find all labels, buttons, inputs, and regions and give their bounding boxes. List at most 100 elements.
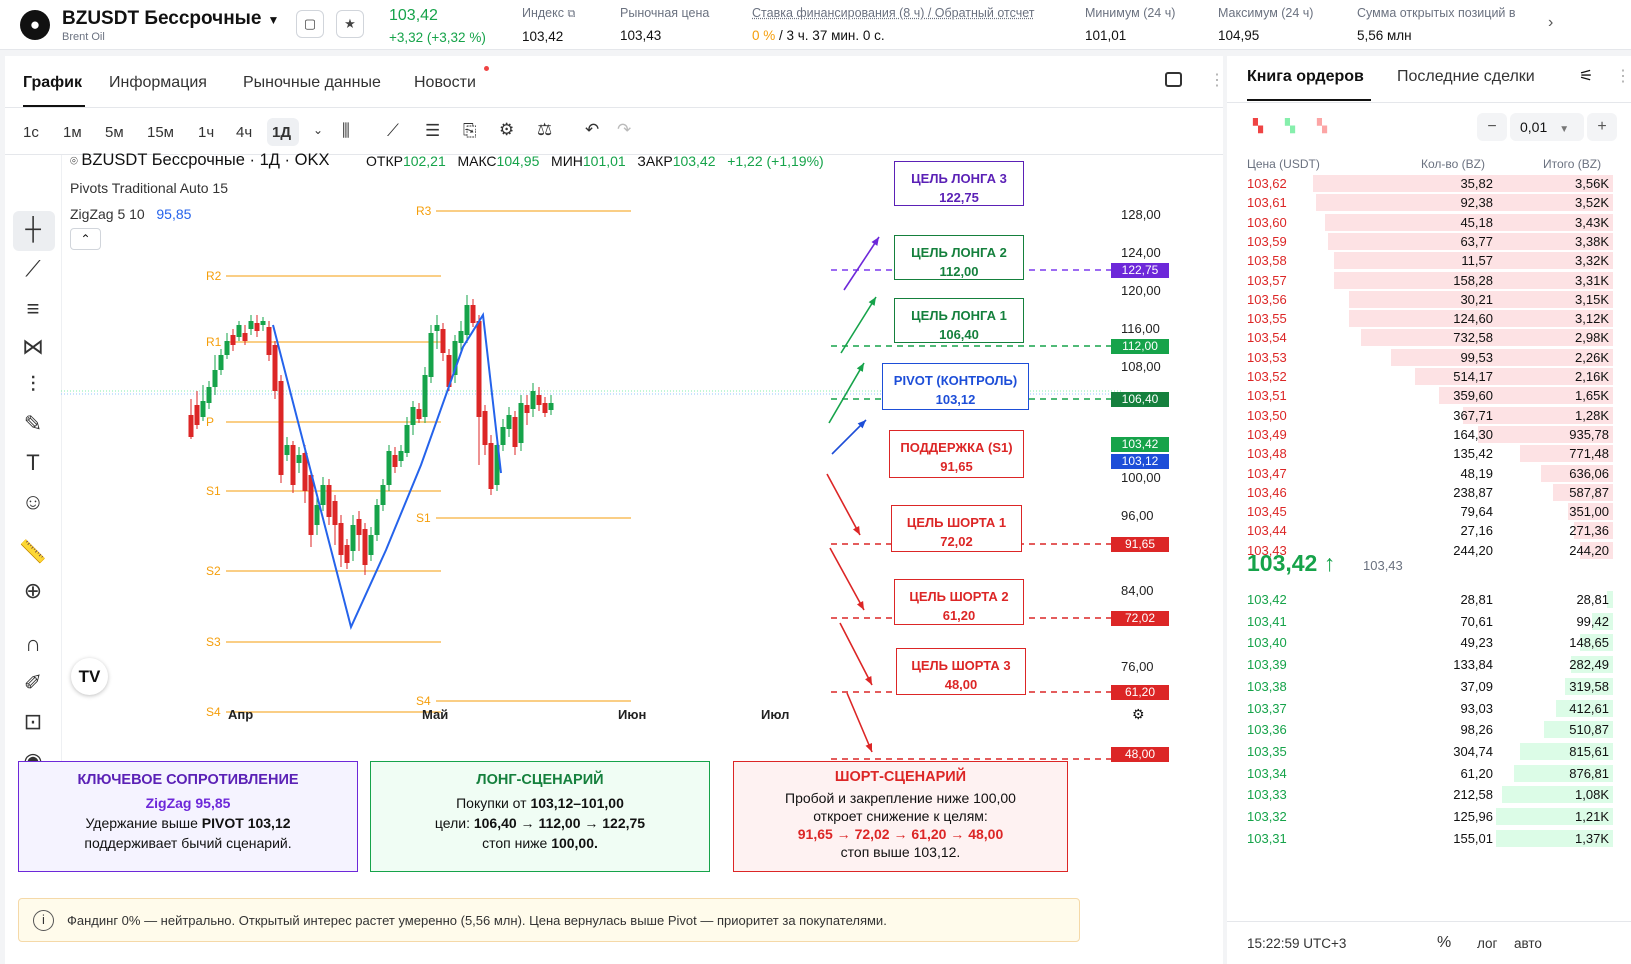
tab-news[interactable]: Новости	[414, 74, 476, 91]
auto-toggle[interactable]: авто	[1514, 936, 1542, 951]
pattern-icon[interactable]: ⋈	[22, 334, 44, 359]
ask-row[interactable]: 103,48 135,42 771,48	[1247, 444, 1613, 463]
yaxis-label: 128,00	[1121, 207, 1161, 222]
tf-1s[interactable]: 1с	[23, 124, 39, 141]
tf-chevron-icon[interactable]: ⌄	[313, 123, 324, 137]
depth-bar	[1496, 829, 1613, 847]
chevron-right-icon[interactable]: ›	[1548, 14, 1554, 31]
tab-orderbook[interactable]: Книга ордеров	[1247, 68, 1364, 85]
row-total: 510,87	[1569, 722, 1609, 738]
bid-row[interactable]: 103,42 28,81 28,81	[1247, 590, 1613, 609]
candle-body	[482, 411, 488, 445]
ask-row[interactable]: 103,59 63,77 3,38K	[1247, 232, 1613, 251]
tf-1m[interactable]: 1м	[63, 124, 82, 141]
info-icon[interactable]: ▢	[296, 10, 324, 38]
price-chart[interactable]: R3 R2 R1 P S1 S1 S2 S3 S4 S4	[61, 155, 1181, 795]
ask-row[interactable]: 103,45 79,64 351,00	[1247, 502, 1613, 521]
tab-recent-trades[interactable]: Последние сделки	[1397, 68, 1535, 85]
tf-1h[interactable]: 1ч	[198, 124, 215, 141]
tf-4h[interactable]: 4ч	[236, 124, 253, 141]
bid-row[interactable]: 103,34 61,20 876,81	[1247, 764, 1613, 783]
bid-row[interactable]: 103,37 93,03 412,61	[1247, 699, 1613, 718]
zoom-icon[interactable]: ⊕	[23, 578, 43, 603]
tf-5m[interactable]: 5м	[105, 124, 124, 141]
bid-row[interactable]: 103,38 37,09 319,58	[1247, 677, 1613, 696]
settings-icon[interactable]: ⚙	[499, 120, 515, 139]
tf-1d[interactable]: 1Д	[272, 124, 292, 141]
ask-row[interactable]: 103,47 48,19 636,06	[1247, 464, 1613, 483]
ask-row[interactable]: 103,46 238,87 587,87	[1247, 483, 1613, 502]
ruler-icon[interactable]: 📏	[19, 539, 47, 564]
percent-toggle[interactable]: %	[1437, 934, 1452, 951]
star-icon[interactable]: ★	[336, 10, 364, 38]
ask-row[interactable]: 103,52 514,17 2,16K	[1247, 367, 1613, 386]
ask-row[interactable]: 103,49 164,30 935,78	[1247, 425, 1613, 444]
emoji-icon[interactable]: ☺	[21, 489, 45, 514]
step-minus-button[interactable]: −	[1477, 113, 1507, 141]
arrow-head	[871, 237, 879, 246]
indicators-icon[interactable]: ⟋	[387, 121, 399, 140]
bid-row[interactable]: 103,39 133,84 282,49	[1247, 655, 1613, 674]
fullscreen-icon[interactable]	[1165, 72, 1182, 87]
axis-settings-icon[interactable]: ⚙	[1132, 706, 1145, 722]
candle-body	[356, 519, 362, 535]
step-plus-button[interactable]: +	[1587, 113, 1617, 141]
redo-icon[interactable]: ↷	[617, 120, 632, 139]
arrow-head	[865, 743, 872, 752]
ask-row[interactable]: 103,57 158,28 3,31K	[1247, 271, 1613, 290]
candles-icon[interactable]: ⫼	[342, 121, 350, 140]
replay-icon[interactable]: ⎘	[463, 121, 477, 140]
indicator-pivots[interactable]: Pivots Traditional Auto 15	[70, 180, 228, 196]
lock-drawing-icon[interactable]: ✐	[23, 670, 43, 695]
ask-row[interactable]: 103,51 359,60 1,65K	[1247, 386, 1613, 405]
bid-row[interactable]: 103,40 49,23 148,65	[1247, 633, 1613, 652]
ask-row[interactable]: 103,50 367,71 1,28K	[1247, 406, 1613, 425]
bid-row[interactable]: 103,35 304,74 815,61	[1247, 742, 1613, 761]
ask-row[interactable]: 103,43 244,20 244,20	[1247, 541, 1613, 560]
ask-row[interactable]: 103,61 92,38 3,52K	[1247, 193, 1613, 212]
view-asks-icon[interactable]: ▚	[1317, 118, 1327, 133]
filter-icon[interactable]: ⚟	[1579, 68, 1594, 85]
arrow-line	[840, 296, 877, 354]
compare-icon[interactable]: ⚖	[537, 120, 553, 139]
lock-icon[interactable]: ⊡	[23, 709, 43, 734]
arrow-line	[846, 692, 873, 753]
trendline-icon[interactable]: ⟋	[25, 256, 41, 281]
tab-market-data[interactable]: Рыночные данные	[243, 74, 381, 91]
tab-chart[interactable]: График	[23, 74, 82, 91]
bid-row[interactable]: 103,36 98,26 510,87	[1247, 720, 1613, 739]
undo-icon[interactable]: ↶	[585, 120, 600, 139]
ask-row[interactable]: 103,54 732,58 2,98K	[1247, 328, 1613, 347]
bid-row[interactable]: 103,31 155,01 1,37K	[1247, 829, 1613, 848]
collapse-icon[interactable]: ⌃	[70, 228, 101, 250]
view-both-icon[interactable]: ▚	[1253, 118, 1263, 133]
tf-15m[interactable]: 15м	[147, 124, 174, 141]
step-select[interactable]: 0,01 ▼	[1510, 113, 1584, 141]
ask-row[interactable]: 103,56 30,21 3,15K	[1247, 290, 1613, 309]
indicator-zigzag[interactable]: ZigZag 5 10 95,85	[70, 206, 192, 222]
layout-icon[interactable]: ☰	[425, 121, 441, 140]
magnet-icon[interactable]: ∩	[25, 631, 41, 656]
brush-icon[interactable]: ✎	[23, 411, 43, 436]
more-icon[interactable]: ⋮	[1209, 72, 1225, 89]
ask-row[interactable]: 103,44 27,16 271,36	[1247, 521, 1613, 540]
projection-icon[interactable]: ⫶	[30, 372, 36, 397]
ask-row[interactable]: 103,62 35,82 3,56K	[1247, 174, 1613, 193]
candle-body	[500, 427, 506, 445]
tab-info[interactable]: Информация	[109, 74, 207, 91]
fib-icon[interactable]: ≡	[26, 296, 40, 321]
ask-row[interactable]: 103,58 11,57 3,32K	[1247, 251, 1613, 270]
view-bids-icon[interactable]: ▚	[1285, 118, 1295, 133]
bid-row[interactable]: 103,33 212,58 1,08K	[1247, 785, 1613, 804]
more-icon[interactable]: ⋮	[1615, 68, 1631, 85]
ask-row[interactable]: 103,53 99,53 2,26K	[1247, 348, 1613, 367]
bid-row[interactable]: 103,41 70,61 99,42	[1247, 612, 1613, 631]
depth-bar	[1607, 591, 1613, 608]
bid-row[interactable]: 103,32 125,96 1,21K	[1247, 807, 1613, 826]
log-toggle[interactable]: лог	[1477, 936, 1498, 951]
ask-row[interactable]: 103,60 45,18 3,43K	[1247, 213, 1613, 232]
crosshair-icon[interactable]: ┼	[25, 216, 41, 241]
ask-row[interactable]: 103,55 124,60 3,12K	[1247, 309, 1613, 328]
symbol-selector[interactable]: BZUSDT Бессрочные ▼	[62, 8, 279, 30]
text-icon[interactable]: T	[26, 450, 40, 475]
